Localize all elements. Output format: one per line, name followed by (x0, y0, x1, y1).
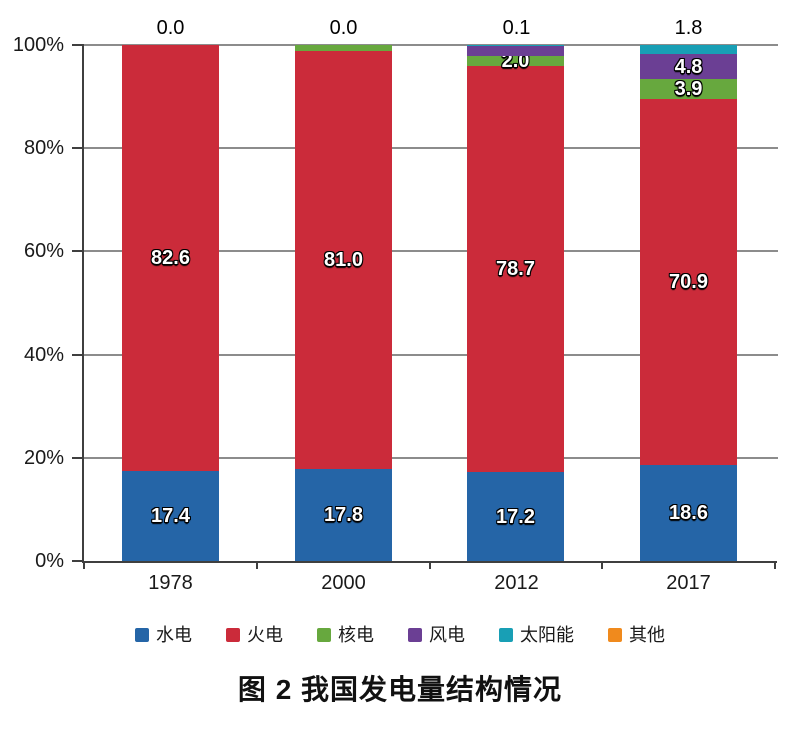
legend-swatch-hydro (135, 628, 149, 642)
legend-label-wind: 风电 (429, 625, 465, 645)
legend-swatch-solar (499, 628, 513, 642)
gridline-100 (84, 44, 778, 46)
bar-segment-2017-solar (640, 45, 737, 54)
y-axis-tick-80% (72, 147, 84, 149)
legend-item-solar: 太阳能 (499, 626, 574, 644)
legend-item-hydro: 水电 (135, 626, 192, 644)
bar-segment-2012-hydro (467, 472, 564, 561)
bar-value-label-2017-thermal: 70.9 (669, 271, 708, 293)
bar-segment-1978-thermal (122, 45, 219, 471)
bar-value-label-2017-nuclear: 3.9 (674, 78, 703, 100)
stacked-bar-chart: 17.4 82.6 0.0 1978 17.8 81.0 0.0 2000 17.2 78.7 2.… (12, 17, 778, 594)
bar-value-label-2017-hydro: 18.6 (669, 502, 708, 524)
y-axis-tick-0% (72, 560, 84, 562)
y-axis-tick-100% (72, 44, 84, 46)
above-bar-label-1978: 0.0 (156, 17, 185, 39)
gridline-80 (84, 147, 778, 149)
legend-label-hydro: 水电 (156, 625, 192, 645)
bar-segment-2012-wind (467, 46, 564, 56)
x-axis-tick-2 (429, 561, 431, 569)
legend-item-other: 其他 (608, 626, 665, 644)
y-axis-label-100%: 100% (12, 34, 64, 56)
above-bar-label-2017: 1.8 (674, 17, 703, 39)
bar-value-label-2000-thermal: 81.0 (324, 249, 363, 271)
legend-label-other: 其他 (629, 625, 665, 645)
x-axis-line (82, 561, 777, 563)
x-axis-tick-4 (774, 561, 776, 569)
legend-label-nuclear: 核电 (338, 625, 374, 645)
bar-value-label-2017-wind: 4.8 (674, 56, 703, 78)
bar-value-label-2012-thermal: 78.7 (496, 258, 535, 280)
y-axis-label-20%: 20% (23, 447, 64, 469)
bar-segment-2000-hydro (295, 469, 392, 561)
bar-segment-2017-nuclear (640, 79, 737, 99)
x-axis-label-2017: 2017 (666, 572, 711, 594)
x-axis-label-2012: 2012 (494, 572, 539, 594)
y-axis-tick-40% (72, 354, 84, 356)
bar-value-label-1978-hydro: 17.4 (151, 505, 190, 527)
bar-segment-2017-hydro (640, 465, 737, 561)
legend-label-solar: 太阳能 (520, 625, 574, 645)
legend-swatch-nuclear (317, 628, 331, 642)
legend-swatch-thermal (226, 628, 240, 642)
y-axis-tick-20% (72, 457, 84, 459)
legend-item-nuclear: 核电 (317, 626, 374, 644)
bar-value-label-1978-thermal: 82.6 (151, 247, 190, 269)
bar-segment-2017-thermal (640, 99, 737, 465)
y-axis-line (82, 45, 84, 563)
bar-segment-2000-thermal (295, 51, 392, 469)
x-axis-label-1978: 1978 (148, 572, 193, 594)
bar-segment-2000-nuclear (295, 45, 392, 51)
y-axis-label-40%: 40% (23, 344, 64, 366)
chart-legend: 水电 火电 核电 风电 太阳能 其他 (0, 626, 800, 644)
x-axis-tick-0 (83, 561, 85, 569)
y-axis-label-0%: 0% (35, 550, 64, 572)
bar-segment-2012-nuclear (467, 56, 564, 66)
x-axis-tick-3 (601, 561, 603, 569)
above-bar-label-2012: 0.1 (502, 17, 531, 39)
x-axis-label-2000: 2000 (321, 572, 366, 594)
above-bar-label-2000: 0.0 (329, 17, 358, 39)
y-axis-label-80%: 80% (23, 137, 64, 159)
gridline-20 (84, 457, 778, 459)
bar-segment-2012-solar (467, 45, 564, 46)
legend-item-wind: 风电 (408, 626, 465, 644)
bar-value-label-2012-hydro: 17.2 (496, 506, 535, 528)
figure-caption: 图 2 我国发电量结构情况 (237, 674, 563, 705)
legend-item-thermal: 火电 (226, 626, 283, 644)
bar-segment-2012-thermal (467, 66, 564, 472)
legend-swatch-other (608, 628, 622, 642)
y-axis-label-60%: 60% (23, 240, 64, 262)
y-axis-tick-60% (72, 250, 84, 252)
bar-segment-2017-wind (640, 54, 737, 79)
gridline-60 (84, 250, 778, 252)
legend-swatch-wind (408, 628, 422, 642)
bar-value-label-2000-hydro: 17.8 (324, 504, 363, 526)
x-axis-tick-1 (256, 561, 258, 569)
legend-label-thermal: 火电 (247, 625, 283, 645)
bar-segment-1978-hydro (122, 471, 219, 561)
gridline-40 (84, 354, 778, 356)
